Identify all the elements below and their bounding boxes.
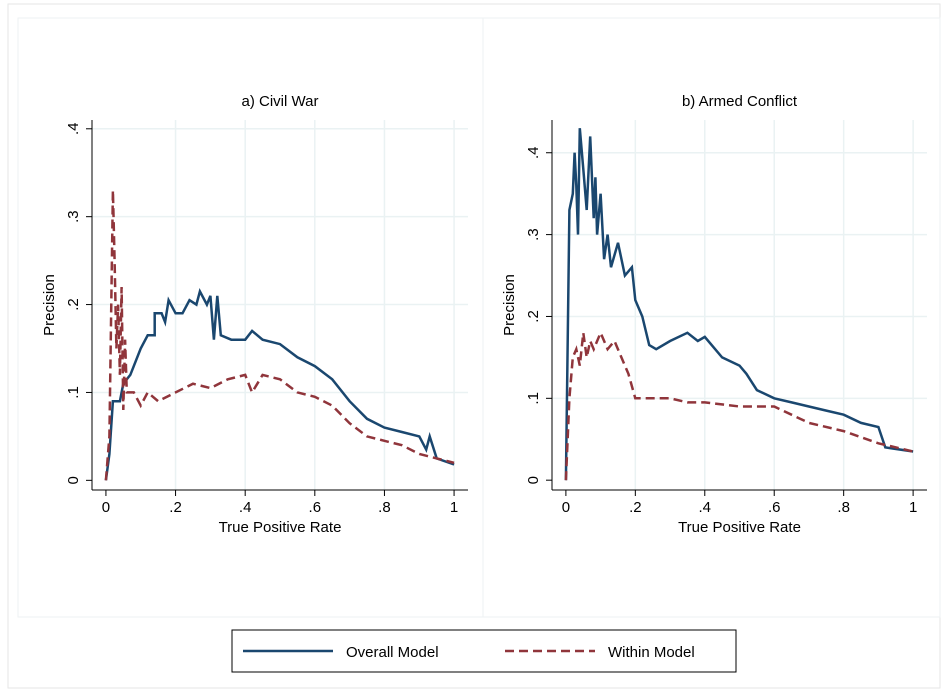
x-tick-label: 1 (450, 499, 458, 516)
panel-frame (482, 17, 941, 618)
x-tick-label: 0 (562, 499, 570, 516)
data-line (564, 329, 914, 481)
x-tick-label: 0 (102, 499, 110, 516)
y-tick-label: 0 (65, 476, 82, 484)
panel-title: b) Armed Conflict (682, 93, 798, 110)
y-tick-label: 0 (525, 476, 542, 484)
y-tick-label: .1 (65, 386, 82, 399)
y-axis-title: Precision (41, 274, 58, 336)
panel-frame (17, 17, 484, 618)
y-axis-title: Precision (501, 274, 518, 336)
x-tick-label: .4 (239, 499, 252, 516)
data-line (104, 287, 455, 481)
y-tick-label: .4 (525, 146, 542, 159)
data-line (564, 128, 914, 481)
x-tick-label: .8 (837, 499, 850, 516)
x-tick-label: .4 (699, 499, 712, 516)
data-line (104, 190, 455, 481)
y-tick-label: .3 (525, 228, 542, 241)
x-tick-label: .2 (169, 499, 182, 516)
y-tick-label: .3 (65, 210, 82, 223)
x-tick-label: .6 (309, 499, 322, 516)
legend-label: Within Model (608, 644, 695, 661)
y-tick-label: .4 (65, 123, 82, 136)
y-tick-label: .1 (525, 392, 542, 405)
x-tick-label: 1 (909, 499, 917, 516)
panel-title: a) Civil War (242, 93, 319, 110)
x-tick-label: .2 (629, 499, 642, 516)
legend-label: Overall Model (346, 644, 439, 661)
y-tick-label: .2 (525, 310, 542, 323)
x-axis-title: True Positive Rate (678, 519, 801, 536)
x-tick-label: .6 (768, 499, 781, 516)
y-tick-label: .2 (65, 298, 82, 311)
x-tick-label: .8 (378, 499, 391, 516)
x-axis-title: True Positive Rate (219, 519, 342, 536)
